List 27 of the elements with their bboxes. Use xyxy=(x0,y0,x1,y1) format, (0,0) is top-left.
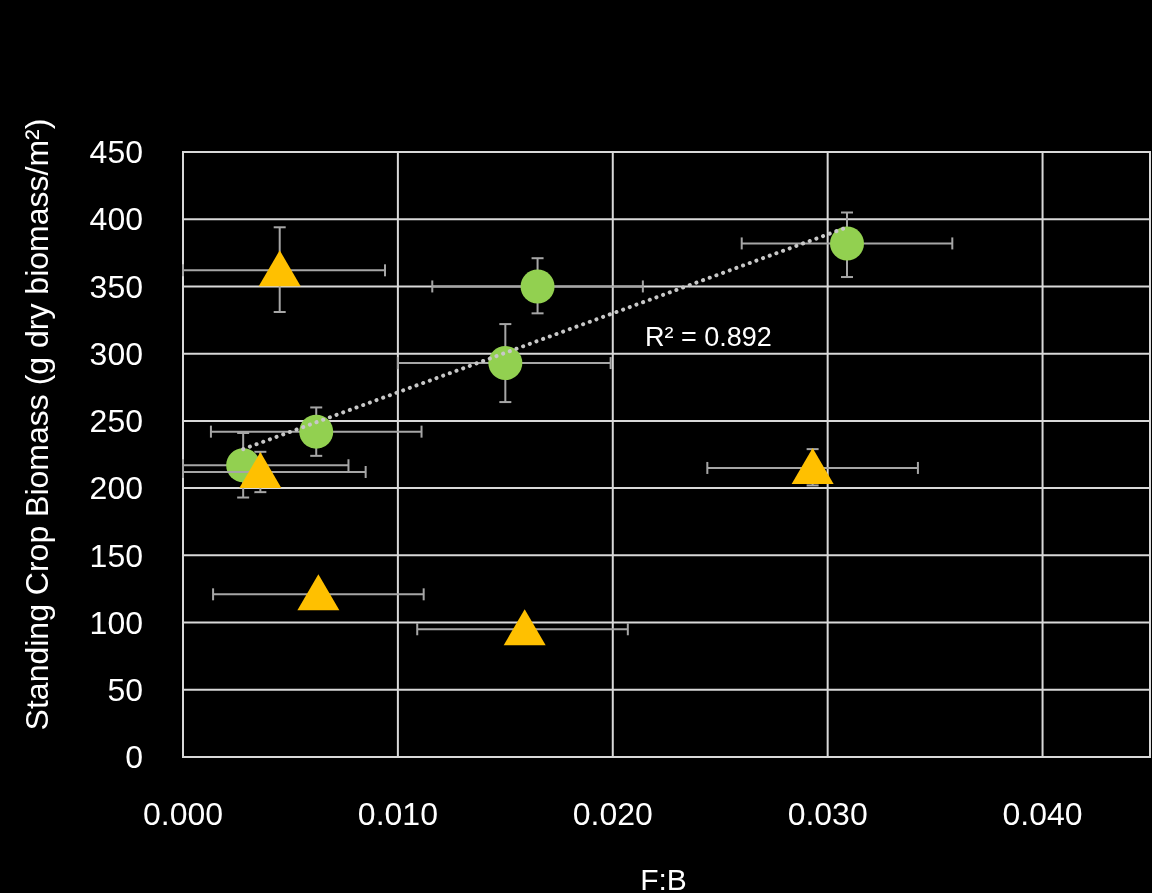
y-tick-label: 200 xyxy=(89,470,143,507)
x-tick-label: 0.020 xyxy=(572,796,653,832)
y-tick-label: 400 xyxy=(89,201,143,238)
x-tick-label: 0.030 xyxy=(787,796,868,832)
x-tick-label: 0.010 xyxy=(357,796,438,832)
y-tick-label: 250 xyxy=(89,403,143,440)
point xyxy=(239,451,282,488)
point xyxy=(791,447,834,484)
x-axis-title: F:B xyxy=(640,863,687,893)
point xyxy=(830,226,865,261)
y-tick-label: 150 xyxy=(89,537,143,574)
y-tick-label: 450 xyxy=(89,134,143,171)
point xyxy=(258,250,301,287)
point xyxy=(299,414,334,449)
point xyxy=(297,574,340,611)
y-tick-label: 0 xyxy=(125,739,143,776)
y-tick-label: 350 xyxy=(89,268,143,305)
y-tick-label: 300 xyxy=(89,335,143,372)
x-tick-label: 0.040 xyxy=(1002,796,1083,832)
y-axis-title: Standing Crop Biomass (g dry biomass/m²) xyxy=(19,118,55,731)
annotation: R² = 0.892 xyxy=(645,321,772,352)
y-tick-label: 50 xyxy=(107,671,143,708)
point xyxy=(520,269,555,304)
point xyxy=(488,346,523,381)
point xyxy=(503,609,546,646)
y-tick-label: 100 xyxy=(89,604,143,641)
x-tick-label: 0.000 xyxy=(142,796,224,832)
